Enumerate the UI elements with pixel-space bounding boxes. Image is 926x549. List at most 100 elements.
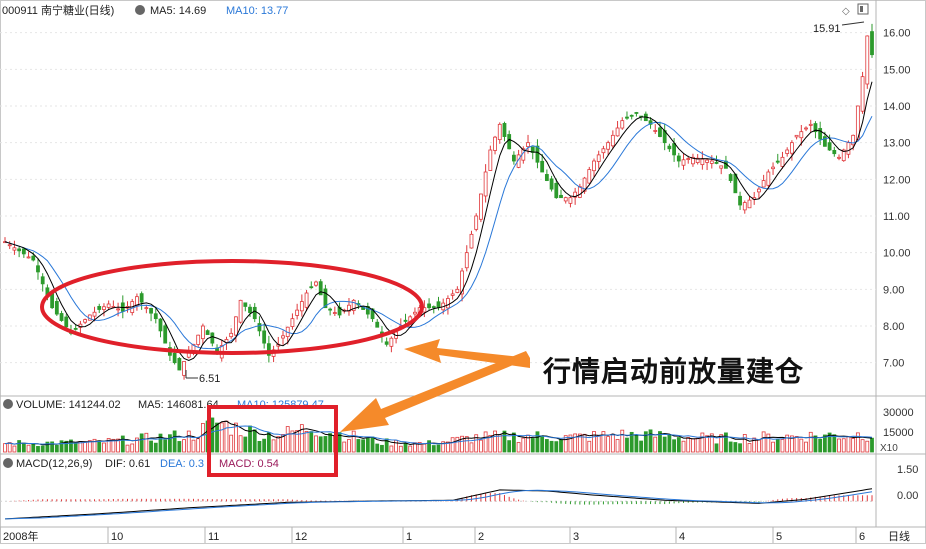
volume-label: VOLUME: 141244.02 [16, 399, 121, 411]
candle-body [196, 334, 201, 345]
volume-bar [130, 443, 135, 453]
volume-settings-icon[interactable] [3, 399, 13, 409]
candle-body [540, 160, 545, 173]
volume-bar [398, 445, 403, 453]
candle-body [436, 301, 441, 309]
volume-bar [276, 436, 281, 453]
volume-bar [299, 424, 304, 453]
macd-dea-line [4, 489, 873, 520]
diamond-icon[interactable]: ◇ [842, 6, 850, 17]
candle-body [40, 276, 45, 285]
month-tick-label: 11 [208, 531, 219, 543]
volume-bar [700, 432, 705, 453]
volume-bar [125, 444, 130, 453]
volume-bar [672, 439, 676, 453]
volume-bar [149, 440, 153, 453]
candle-body [309, 286, 314, 289]
candle-body [559, 194, 563, 199]
month-tick-label: 1 [406, 531, 412, 543]
volume-bar [681, 440, 686, 453]
volume-bar [643, 431, 648, 453]
high-price-pointer [841, 21, 865, 26]
candle-body [728, 174, 733, 181]
candle-body [507, 134, 512, 150]
macd-settings-icon[interactable] [3, 458, 13, 468]
volume-bar [21, 442, 26, 453]
volume-bar [455, 436, 460, 453]
volume-bar [577, 433, 582, 453]
volume-bar [3, 443, 7, 453]
volume-bar [281, 434, 285, 453]
candle-body [403, 319, 408, 322]
candle-body [229, 332, 234, 338]
volume-bar [186, 430, 191, 453]
volume-bar [559, 439, 563, 453]
volume-bar [507, 440, 512, 453]
volume-bar [705, 435, 709, 453]
volume-highlight-box [207, 405, 338, 477]
volume-bar [625, 437, 629, 453]
volume-bar [314, 435, 318, 453]
volume-bar [780, 439, 785, 453]
volume-bar [747, 443, 752, 453]
volume-bar [111, 438, 116, 453]
candle-body [672, 143, 676, 156]
volume-bar [31, 443, 36, 453]
volume-bar [544, 439, 549, 453]
volume-bar [201, 423, 205, 453]
ma-settings-icon[interactable] [135, 5, 145, 15]
volume-bar [851, 438, 856, 453]
candle-body [606, 142, 611, 150]
period-label: 日线 [888, 529, 910, 543]
volume-bar [587, 440, 592, 453]
volume-bar [309, 431, 314, 453]
candle-body [290, 318, 295, 327]
volume-bar [493, 430, 497, 453]
volume-bar [799, 438, 804, 453]
volume-bar [168, 434, 172, 453]
volume-bar [634, 434, 639, 453]
candle-body [851, 134, 856, 146]
arrow-to-ellipse [404, 339, 530, 368]
candle-body [318, 281, 323, 296]
candle-body [634, 112, 639, 114]
volume-bar [384, 438, 389, 453]
volume-bar [64, 440, 69, 453]
volume-bar [417, 441, 422, 453]
candle-body [648, 120, 653, 125]
candle-body [822, 136, 827, 147]
volume-bar [83, 441, 88, 453]
volume-bar [714, 443, 719, 453]
price-grid [0, 32, 876, 364]
volume-bar [483, 431, 488, 453]
candle-body [153, 313, 158, 320]
volume-tick-label: 30000 [883, 407, 914, 419]
candle-body [676, 155, 681, 162]
volume-bar [469, 442, 474, 453]
price-tick-label: 16.00 [883, 28, 911, 40]
candle-body [479, 193, 483, 220]
candle-body [450, 293, 455, 296]
volume-bar [375, 443, 380, 453]
candle-body [686, 158, 691, 160]
price-tick-label: 9.00 [883, 284, 904, 296]
candle-body [83, 319, 88, 323]
candle-body [210, 332, 215, 344]
volume-bar [139, 433, 144, 453]
candle-body [615, 127, 620, 137]
stock-title: 000911 南宁糖业(日线) [2, 3, 114, 17]
volume-ma10-line [4, 425, 873, 445]
candle-body [700, 158, 705, 166]
candle-body [389, 337, 394, 347]
candle-body [780, 156, 785, 167]
volume-bar [361, 439, 366, 453]
candle-body [610, 134, 615, 147]
candle-body [535, 145, 540, 163]
candle-body [789, 142, 794, 154]
volume-bar [248, 425, 252, 453]
candle-body [73, 328, 78, 330]
candle-body [757, 188, 761, 193]
volume-bar [271, 439, 276, 453]
candle-body [808, 123, 813, 126]
